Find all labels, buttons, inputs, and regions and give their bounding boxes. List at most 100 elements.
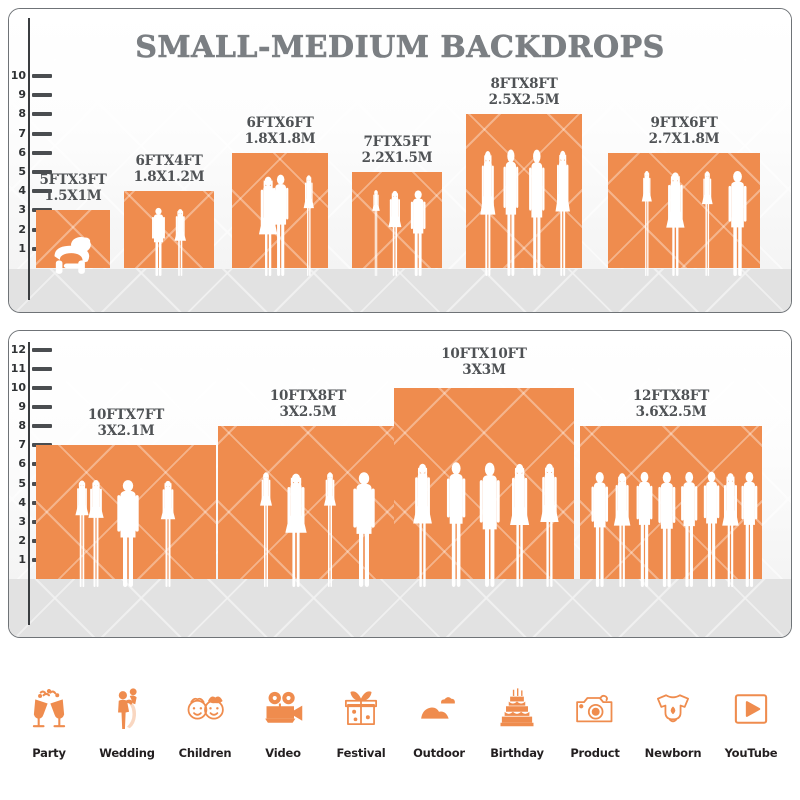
cloud-hill-icon bbox=[416, 681, 462, 737]
bar-size-metric: 2.2X1.5M bbox=[361, 150, 433, 166]
y-axis-tick bbox=[32, 170, 52, 174]
usage-item-label: Festival bbox=[336, 746, 386, 760]
y-axis-tick-label: 9 bbox=[18, 400, 26, 414]
backdrop-size-bar bbox=[466, 114, 582, 268]
usage-item-outdoor[interactable]: Outdoor bbox=[400, 655, 478, 760]
usage-item-label: Newborn bbox=[644, 746, 702, 760]
y-axis-line bbox=[28, 18, 30, 300]
bar-size-metric: 1.8X1.2M bbox=[133, 169, 205, 186]
y-axis-tick bbox=[32, 366, 52, 371]
usage-item-label: Product bbox=[570, 746, 620, 760]
y-axis-tick-label: 5 bbox=[18, 476, 26, 490]
y-axis-tick bbox=[32, 386, 52, 390]
usage-item-children[interactable]: Children bbox=[166, 655, 244, 760]
usage-item-label: Wedding bbox=[99, 746, 155, 760]
y-axis-tick bbox=[32, 405, 52, 410]
backdrop-size-bar bbox=[394, 388, 574, 579]
backdrop-size-bar bbox=[218, 426, 398, 579]
y-axis-tick-label: 6 bbox=[18, 145, 26, 159]
y-axis-tick-label: 9 bbox=[18, 88, 26, 102]
bar-size-label: 6FTX4FT 1.8X1.2M bbox=[89, 153, 249, 185]
bar-size-metric: 1.8X1.8M bbox=[244, 130, 316, 147]
y-axis-tick bbox=[32, 131, 52, 136]
usage-item-video[interactable]: Video bbox=[244, 655, 322, 760]
bar-size-label: 10FTX7FT 3X2.1M bbox=[46, 407, 206, 439]
bar-size-metric: 3X3M bbox=[462, 362, 506, 378]
y-axis-tick-label: 1 bbox=[18, 552, 26, 566]
bar-size-imperial: 5FTX3FT bbox=[39, 172, 107, 189]
bar-size-metric: 2.7X1.8M bbox=[648, 130, 720, 147]
y-axis-tick-label: 2 bbox=[18, 222, 26, 236]
two-kid-faces-icon bbox=[182, 681, 228, 737]
usage-item-youtube[interactable]: YouTube bbox=[712, 655, 790, 760]
y-axis-tick-label: 3 bbox=[18, 514, 26, 528]
y-axis-tick bbox=[32, 93, 52, 98]
bar-size-metric: 2.5X2.5M bbox=[488, 92, 560, 109]
y-axis-tick bbox=[32, 424, 52, 429]
bar-size-imperial: 7FTX5FT bbox=[363, 134, 431, 150]
bar-size-label: 8FTX8FT 2.5X2.5M bbox=[444, 76, 604, 108]
bar-size-imperial: 6FTX4FT bbox=[135, 153, 203, 170]
usage-item-party[interactable]: Party bbox=[10, 655, 88, 760]
y-axis-tick-label: 2 bbox=[18, 533, 26, 547]
usage-scenarios-strip: Party Wedding Children Video bbox=[10, 655, 790, 760]
bar-size-imperial: 10FTX7FT bbox=[87, 407, 165, 424]
backdrop-size-bar bbox=[36, 445, 216, 579]
usage-item-label: Birthday bbox=[490, 746, 544, 760]
bride-groom-icon bbox=[104, 681, 150, 737]
backdrop-size-bar bbox=[124, 191, 214, 268]
bar-size-metric: 1.5X1M bbox=[44, 188, 102, 205]
backdrop-size-bar bbox=[232, 152, 328, 269]
y-axis-tick bbox=[32, 74, 52, 78]
y-axis-tick bbox=[32, 347, 52, 352]
y-axis-tick bbox=[32, 189, 52, 194]
usage-item-birthday[interactable]: Birthday bbox=[478, 655, 556, 760]
photo-camera-icon bbox=[572, 681, 618, 737]
toasting-glasses-icon bbox=[26, 681, 72, 737]
usage-item-label: YouTube bbox=[724, 746, 778, 760]
y-axis-line bbox=[28, 342, 30, 625]
usage-item-label: Outdoor bbox=[413, 746, 465, 760]
y-axis-tick-label: 4 bbox=[18, 495, 26, 509]
y-axis-tick-label: 3 bbox=[18, 203, 26, 217]
usage-item-newborn[interactable]: Newborn bbox=[634, 655, 712, 760]
panel-2-floor bbox=[9, 579, 791, 637]
y-axis-tick-label: 4 bbox=[18, 184, 26, 198]
backdrop-size-bar bbox=[580, 426, 762, 579]
bar-size-label: 10FTX10FT 3X3M bbox=[404, 346, 564, 378]
bar-size-label: 12FTX8FT 3.6X2.5M bbox=[591, 388, 751, 420]
baby-onesie-icon bbox=[650, 681, 696, 737]
y-axis-tick-label: 8 bbox=[18, 419, 26, 433]
bar-size-label: 9FTX6FT 2.7X1.8M bbox=[604, 115, 764, 147]
usage-item-festival[interactable]: Festival bbox=[322, 655, 400, 760]
usage-item-label: Children bbox=[178, 746, 232, 760]
y-axis-tick-label: 10 bbox=[10, 381, 26, 394]
y-axis-tick-label: 12 bbox=[10, 342, 26, 356]
backdrop-size-bar bbox=[352, 172, 442, 268]
usage-item-wedding[interactable]: Wedding bbox=[88, 655, 166, 760]
y-axis-tick-label: 8 bbox=[18, 107, 26, 121]
bar-size-metric: 3X2.5M bbox=[279, 404, 337, 421]
y-axis-tick-label: 11 bbox=[10, 361, 26, 375]
bar-size-label: 5FTX3FT 1.5X1M bbox=[0, 172, 153, 204]
usage-item-label: Video bbox=[265, 746, 301, 760]
backdrop-size-bar bbox=[608, 152, 760, 269]
backdrop-size-bar bbox=[36, 210, 110, 268]
bar-size-imperial: 10FTX8FT bbox=[269, 388, 347, 405]
bar-size-imperial: 8FTX8FT bbox=[490, 76, 558, 93]
movie-camera-icon bbox=[260, 681, 306, 737]
bar-size-imperial: 9FTX6FT bbox=[650, 114, 718, 131]
usage-item-product[interactable]: Product bbox=[556, 655, 634, 760]
y-axis-tick-label: 7 bbox=[18, 126, 26, 140]
tiered-cake-icon bbox=[494, 681, 540, 737]
bar-size-label: 6FTX6FT 1.8X1.8M bbox=[200, 115, 360, 147]
play-button-icon bbox=[728, 681, 774, 737]
panel-1-floor bbox=[9, 269, 791, 312]
bar-size-metric: 3X2.1M bbox=[97, 423, 155, 440]
page-title: SMALL-MEDIUM BACKDROPS bbox=[135, 30, 665, 66]
y-axis-tick-label: 1 bbox=[18, 241, 26, 255]
bar-size-imperial: 10FTX10FT bbox=[441, 346, 527, 362]
y-axis-tick-label: 5 bbox=[18, 165, 26, 178]
gift-box-icon bbox=[338, 681, 384, 737]
